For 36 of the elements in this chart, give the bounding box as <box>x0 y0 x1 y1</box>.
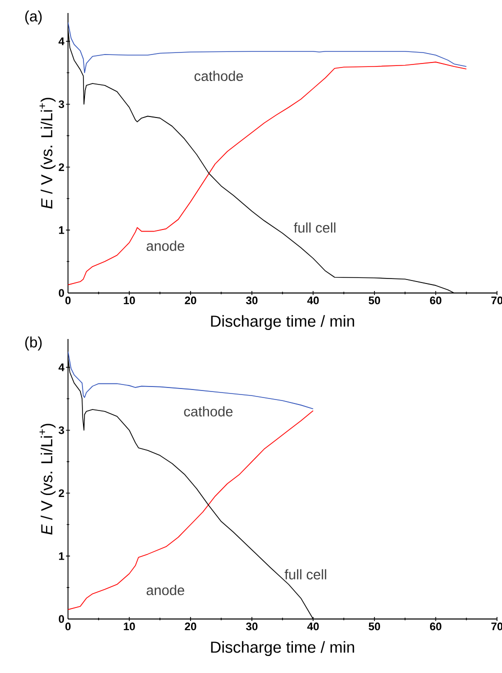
y-tick-label: 0 <box>58 289 64 297</box>
x-tick-label: 50 <box>368 296 380 304</box>
y-tick-label: 4 <box>58 38 64 46</box>
chart-title: (b) <box>25 336 42 350</box>
x-tick-label: 40 <box>307 296 319 304</box>
y-tick-label: 1 <box>59 226 64 234</box>
x-tick-label: 0 <box>65 622 71 630</box>
y-tick-label: 2 <box>58 163 64 171</box>
y-tick-label: 3 <box>58 100 64 108</box>
series-label: anode <box>146 584 184 596</box>
chart-title: (a) <box>25 10 42 24</box>
x-tick-label: 30 <box>246 296 258 304</box>
x-tick-label: 30 <box>246 622 258 630</box>
series-label: cathode <box>194 70 243 82</box>
y-tick-label: 1 <box>59 552 64 560</box>
x-tick-label: 20 <box>184 296 196 304</box>
x-axis-title: Discharge time / min <box>211 315 354 330</box>
y-axis-title: E / V (vs. Li/Li$^{+}$) <box>40 424 56 535</box>
x-tick-label: 10 <box>124 296 135 304</box>
x-axis-title: Discharge time / min <box>211 641 354 656</box>
y-tick-label: 0 <box>58 615 64 623</box>
series-label: cathode <box>184 406 233 416</box>
x-tick-label: 40 <box>307 622 319 630</box>
x-tick-label: 0 <box>65 296 71 304</box>
y-tick-label: 4 <box>58 364 64 372</box>
x-tick-label: 10 <box>124 622 135 630</box>
x-tick-label: 20 <box>184 622 196 630</box>
series-label: full cell <box>294 222 336 233</box>
series-label: full cell <box>284 569 326 580</box>
x-tick-label: 60 <box>430 622 442 630</box>
x-tick-label: 60 <box>430 296 442 304</box>
y-axis-title: E / V (vs. Li/Li$^{+}$) <box>40 98 56 209</box>
y-tick-label: 2 <box>58 489 64 497</box>
x-tick-label: 50 <box>368 622 380 630</box>
series-label: anode <box>146 240 184 251</box>
y-tick-label: 3 <box>58 426 64 434</box>
